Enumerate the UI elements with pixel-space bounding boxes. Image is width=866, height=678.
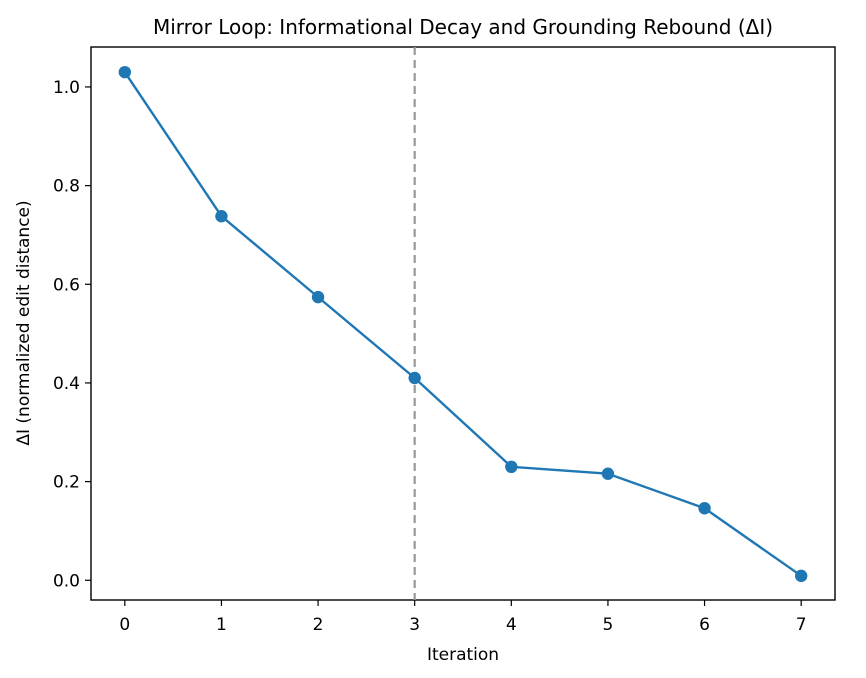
x-axis-ticks: 0 1 2 3 4 5 6 7 (119, 600, 807, 635)
x-tick-label: 6 (699, 615, 710, 635)
data-point-layer (118, 65, 808, 583)
y-tick-label: 1.0 (53, 78, 80, 98)
chart-title: Mirror Loop: Informational Decay and Gro… (153, 15, 773, 39)
y-tick-label: 0.8 (53, 177, 80, 197)
x-tick-label: 4 (506, 615, 517, 635)
x-tick-label: 0 (119, 615, 130, 635)
x-tick-label: 5 (603, 615, 614, 635)
y-tick-label: 0.6 (53, 275, 80, 295)
y-tick-label: 0.0 (53, 571, 80, 591)
data-point (311, 290, 325, 304)
y-tick-label: 0.4 (53, 374, 80, 394)
series-line-layer (123, 71, 802, 577)
data-point (505, 460, 518, 474)
x-axis-label: Iteration (427, 645, 499, 665)
data-point (408, 371, 421, 385)
series-line (123, 71, 802, 577)
y-tick-label: 0.2 (53, 473, 80, 493)
y-axis-ticks: 0.0 0.2 0.4 0.6 0.8 1.0 (53, 78, 91, 591)
data-point (698, 502, 711, 515)
y-axis-label: ΔI (normalized edit distance) (14, 200, 34, 445)
plot-frame (90, 46, 836, 601)
x-tick-label: 7 (796, 615, 807, 635)
x-tick-label: 2 (313, 615, 324, 635)
data-point (601, 467, 615, 480)
data-point (794, 569, 808, 583)
data-point (118, 65, 132, 79)
x-tick-label: 1 (216, 615, 227, 635)
data-point (215, 210, 228, 223)
x-tick-label: 3 (409, 615, 420, 635)
